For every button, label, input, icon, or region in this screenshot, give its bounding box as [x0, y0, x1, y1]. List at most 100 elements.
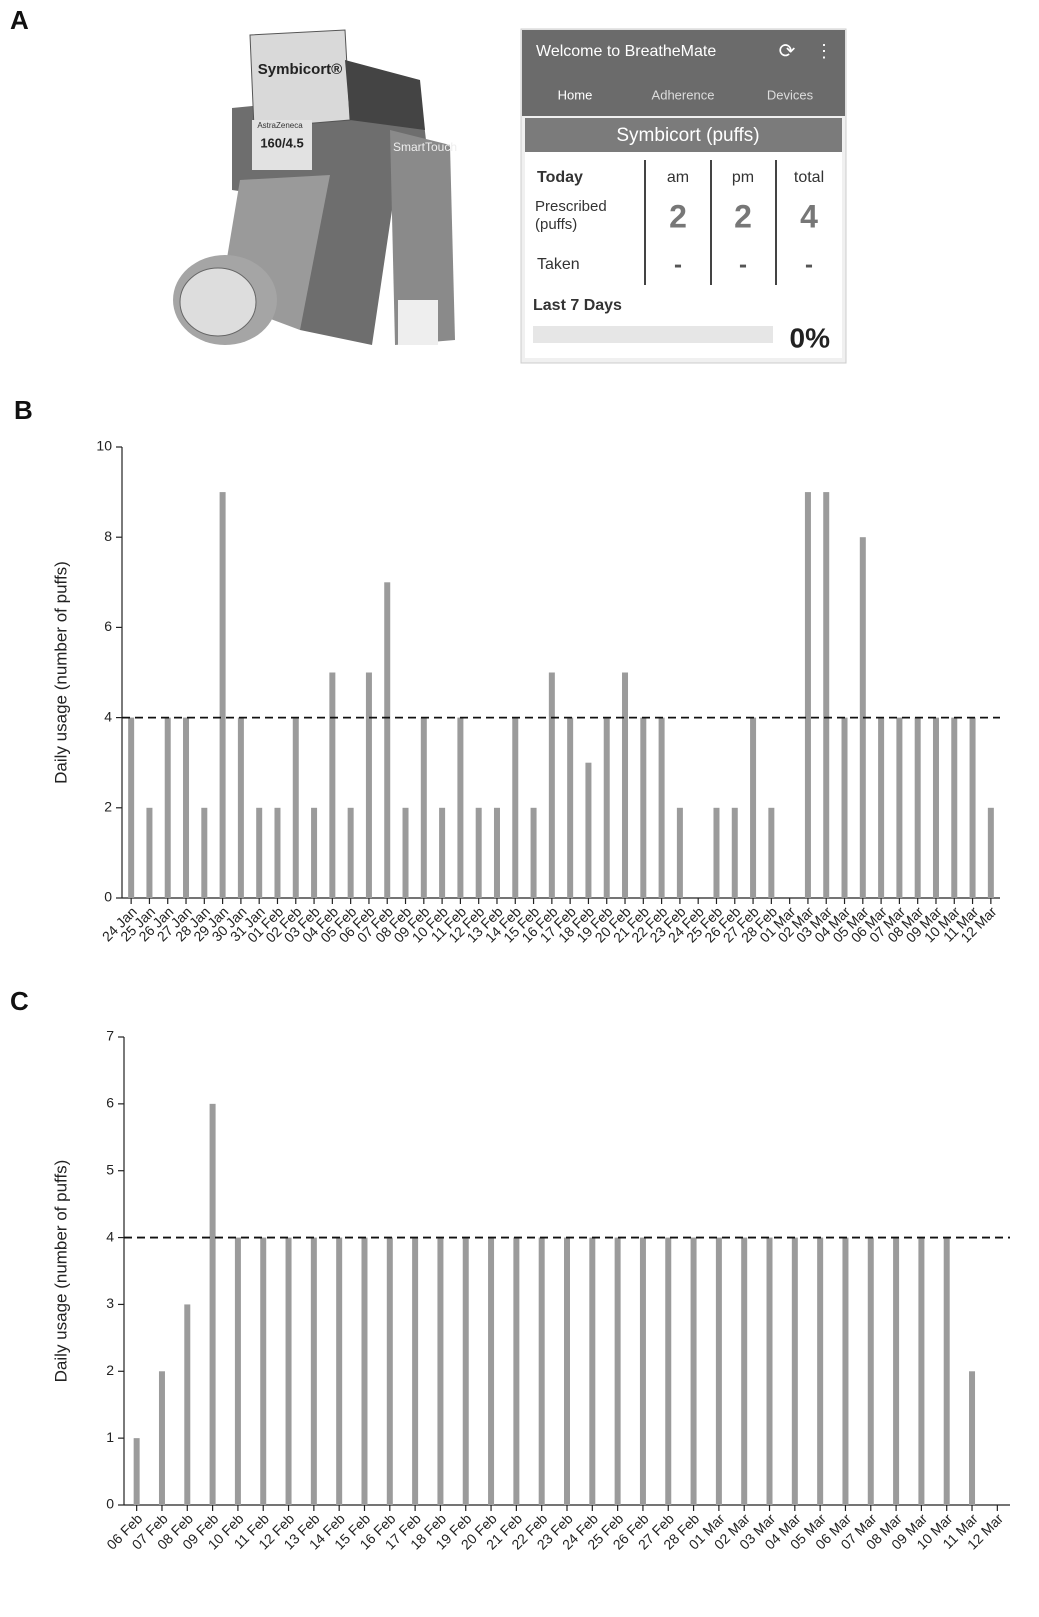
y-tick-label: 3: [106, 1295, 114, 1311]
panel-label: A: [10, 5, 29, 35]
bar: [133, 1438, 140, 1505]
y-tick-label: 6: [104, 618, 112, 634]
refresh-icon[interactable]: ⟳: [779, 40, 796, 62]
bar: [256, 807, 263, 898]
y-axis-label: Daily usage (number of puffs): [51, 561, 70, 784]
bar: [457, 717, 464, 898]
bar: [731, 807, 738, 898]
y-tick-label: 5: [106, 1161, 114, 1177]
column-header: Today: [537, 169, 583, 186]
bar: [987, 807, 994, 898]
bar: [158, 1371, 165, 1505]
bar: [690, 1237, 697, 1505]
cell: -: [674, 251, 682, 278]
y-tick-label: 4: [104, 708, 112, 724]
bar: [614, 1237, 621, 1505]
bar: [823, 492, 830, 898]
cell: 2: [669, 198, 687, 234]
bar: [640, 717, 647, 898]
bar: [841, 717, 848, 898]
bar: [741, 1237, 748, 1505]
bar: [896, 717, 903, 898]
bar: [183, 717, 190, 898]
bar: [622, 672, 629, 898]
inhaler-label: SmartTouch: [393, 140, 457, 154]
bar: [859, 537, 866, 898]
bar: [603, 717, 610, 898]
y-tick-label: 8: [104, 528, 112, 544]
bar: [462, 1237, 469, 1505]
bar: [665, 1237, 672, 1505]
bar: [329, 672, 336, 898]
bar: [164, 717, 171, 898]
card-title: Symbicort (puffs): [616, 125, 759, 146]
bar: [932, 717, 939, 898]
row-label: Prescribed (puffs): [535, 198, 607, 233]
bar: [128, 717, 135, 898]
bar: [475, 807, 482, 898]
bar: [530, 807, 537, 898]
y-tick-label: 0: [106, 1496, 114, 1512]
bar: [639, 1237, 646, 1505]
bar: [365, 672, 372, 898]
bar: [493, 807, 500, 898]
bar: [201, 807, 208, 898]
bar: [589, 1237, 596, 1505]
row-label: Taken: [537, 256, 580, 273]
column-header: pm: [732, 169, 754, 186]
cell: 4: [800, 198, 818, 234]
bar: [918, 1237, 925, 1505]
tab[interactable]: Adherence: [652, 87, 715, 102]
bar: [384, 582, 391, 898]
bar: [336, 1237, 343, 1505]
y-axis-label: Daily usage (number of puffs): [51, 1160, 70, 1383]
tab[interactable]: Devices: [767, 87, 814, 102]
bar: [292, 717, 299, 898]
bar: [715, 1237, 722, 1505]
bar: [402, 807, 409, 898]
bar: [439, 807, 446, 898]
y-tick-label: 10: [96, 438, 112, 454]
bar: [768, 807, 775, 898]
cell: 2: [734, 198, 752, 234]
inhaler-label: Symbicort®: [258, 61, 342, 78]
row-label-box: Prescribed (puffs): [535, 198, 607, 233]
y-tick-label: 2: [106, 1362, 114, 1378]
bar: [437, 1237, 444, 1505]
inhaler-label: AstraZeneca: [257, 121, 303, 130]
bar: [804, 492, 811, 898]
bar: [274, 807, 281, 898]
y-tick-label: 0: [104, 889, 112, 905]
bar: [817, 1237, 824, 1505]
bar: [234, 1237, 241, 1505]
bar: [791, 1237, 798, 1505]
menu-icon[interactable]: ⋮: [815, 41, 833, 61]
y-tick-label: 4: [106, 1228, 114, 1244]
app-screenshot: Welcome to BreatheMate ⟳ ⋮ Home Adherenc…: [520, 28, 847, 364]
bar: [488, 1237, 495, 1505]
inhaler-photo: Symbicort® 160/4.5 AstraZeneca SmartTouc…: [173, 29, 457, 345]
panel-label: C: [10, 986, 29, 1016]
progress-bar: [533, 326, 773, 343]
bar: [513, 1237, 520, 1505]
y-tick-label: 1: [106, 1429, 114, 1445]
column-header: total: [794, 169, 824, 186]
bar: [766, 1237, 773, 1505]
y-tick-label: 7: [106, 1028, 114, 1044]
tab[interactable]: Home: [558, 87, 593, 102]
bar: [538, 1237, 545, 1505]
bar: [658, 717, 665, 898]
bar: [209, 1103, 216, 1505]
bar: [512, 717, 519, 898]
bar: [146, 807, 153, 898]
app-title: Welcome to BreatheMate: [536, 43, 716, 60]
bar: [585, 762, 592, 898]
bar: [943, 1237, 950, 1505]
bar: [361, 1237, 368, 1505]
y-tick-label: 6: [106, 1095, 114, 1111]
bar: [548, 672, 555, 898]
bar: [311, 807, 318, 898]
bar: [878, 717, 885, 898]
bar: [567, 717, 574, 898]
cell: -: [739, 251, 747, 278]
